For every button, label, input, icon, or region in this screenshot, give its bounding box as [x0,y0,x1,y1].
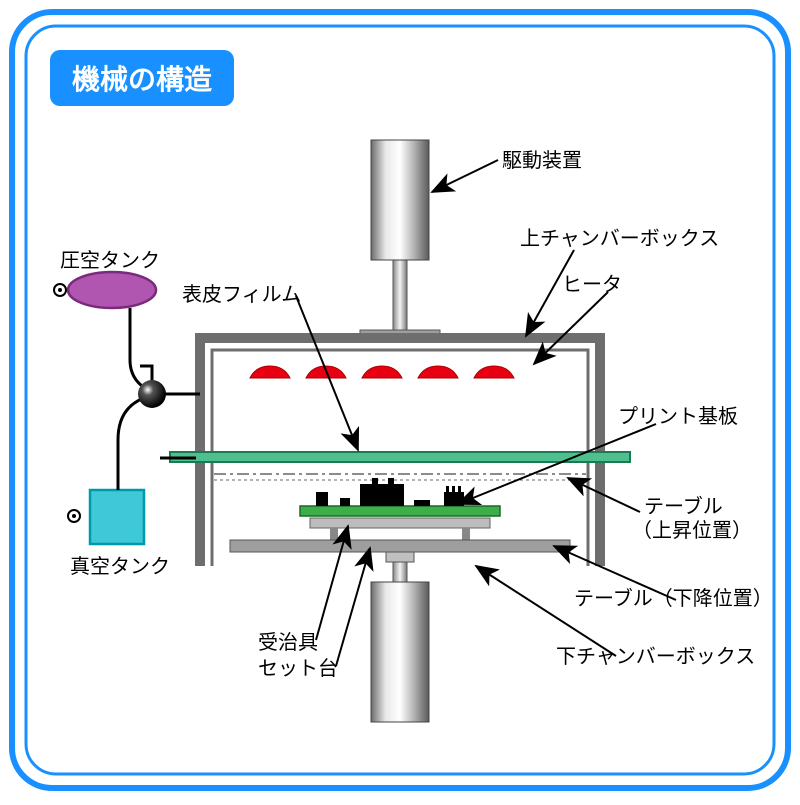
pcb-assembly [300,478,500,516]
label-lower-chamber: 下チャンバーボックス [556,640,755,669]
label-upper-chamber: 上チャンバーボックス [520,222,719,251]
lower-shaft [393,562,407,584]
label-drive-unit: 駆動装置 [502,144,582,173]
heaters [250,366,514,378]
label-heater: ヒータ [562,268,622,297]
label-jig: 受治具 [258,626,318,655]
diagram-frame: 機械の構造 駆動装置 上チャンバーボックス ヒータ 圧空タンク 表皮フィルム プ… [0,0,800,800]
jig [310,518,490,528]
pressure-tank [54,272,156,308]
label-set-stage: セット台 [258,652,338,681]
label-skin-film: 表皮フィルム [182,278,301,307]
lower-cylinder [371,582,429,722]
upper-shaft [393,258,407,340]
table-down [230,540,570,552]
drive-cylinder [371,140,429,260]
label-table-up2: （上昇位置） [632,514,752,543]
vacuum-tank [68,490,144,544]
label-table-down: テーブル（下降位置） [574,582,773,611]
label-vacuum-tank: 真空タンク [70,550,170,579]
label-pcb: プリント基板 [618,400,738,429]
title-badge: 機械の構造 [50,50,234,106]
valve [138,380,166,408]
skin-film [170,452,630,462]
label-pressure-tank: 圧空タンク [60,244,160,273]
